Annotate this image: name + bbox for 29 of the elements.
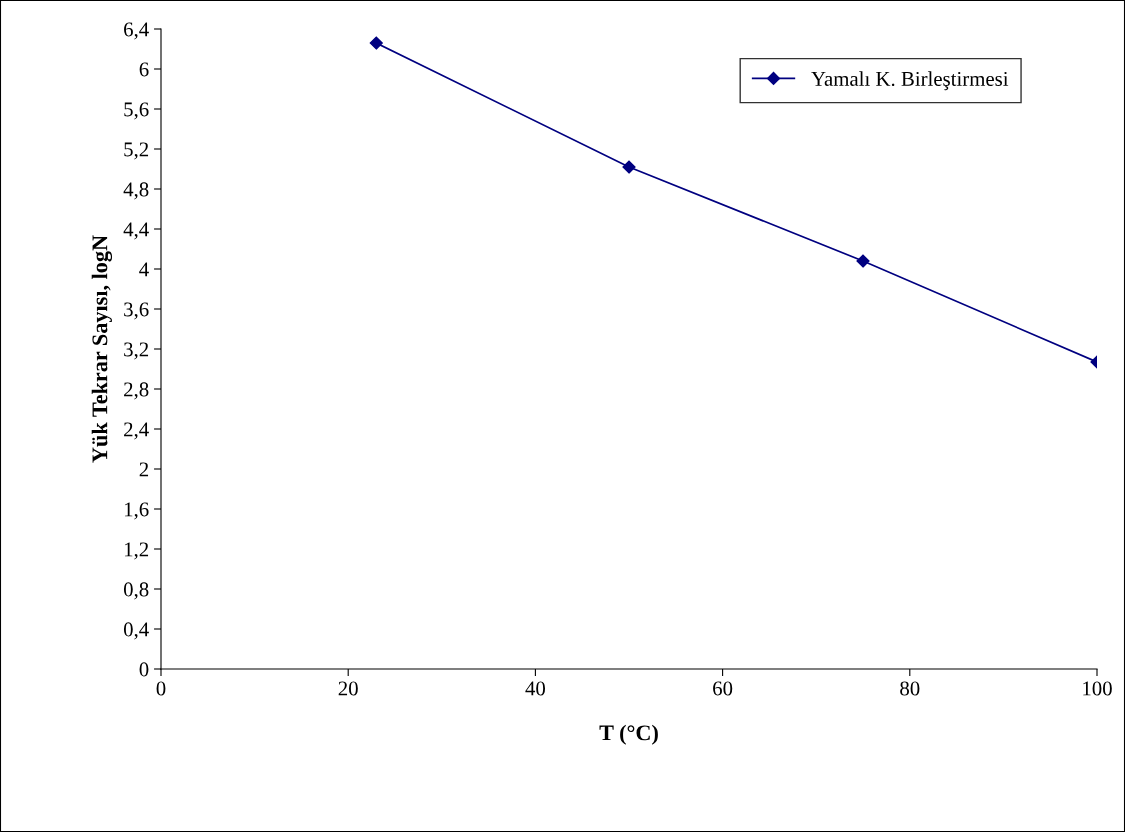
x-tick-label: 0 xyxy=(156,681,166,696)
point xyxy=(856,254,870,268)
y-tick-label: 4,8 xyxy=(123,182,149,200)
x-tick-label: 40 xyxy=(525,681,546,696)
y-tick-label: 2,8 xyxy=(124,382,149,400)
x-tick-label: 60 xyxy=(713,681,733,696)
y-tick-label: 3,6 xyxy=(124,302,149,320)
y-tick-label: 4 xyxy=(139,262,149,277)
y-tick-label: 2,4 xyxy=(124,422,149,440)
point xyxy=(622,160,636,174)
y-tick-label: 6,4 xyxy=(124,22,149,40)
x-tick-label: 80 xyxy=(900,681,920,696)
y-tick-label: 0 xyxy=(139,662,149,677)
y-tick-label: 2 xyxy=(139,462,149,477)
x-tick-label: 20 xyxy=(338,681,358,696)
y-tick-label: 5,2 xyxy=(124,142,149,160)
y-tick-label: 6 xyxy=(139,62,149,77)
y-tick-label: 3,2 xyxy=(124,342,149,360)
y-tick-label: 0,8 xyxy=(123,582,149,600)
x-axis-title: T (°C) xyxy=(599,724,658,745)
y-tick-label: 0,4 xyxy=(123,622,149,640)
y-tick-label: 4,4 xyxy=(123,222,149,240)
point xyxy=(369,36,383,50)
y-tick-label: 1,2 xyxy=(124,542,149,560)
y-axis-title: Yük Tekrar Sayısı, logN xyxy=(91,235,113,463)
x-tick-label: 100 xyxy=(1083,681,1112,696)
y-tick-label: 5,6 xyxy=(124,102,149,120)
y-tick-label: 1,6 xyxy=(124,502,149,520)
legend-label: Yamalı K. Birleştirmesi xyxy=(811,71,1009,91)
